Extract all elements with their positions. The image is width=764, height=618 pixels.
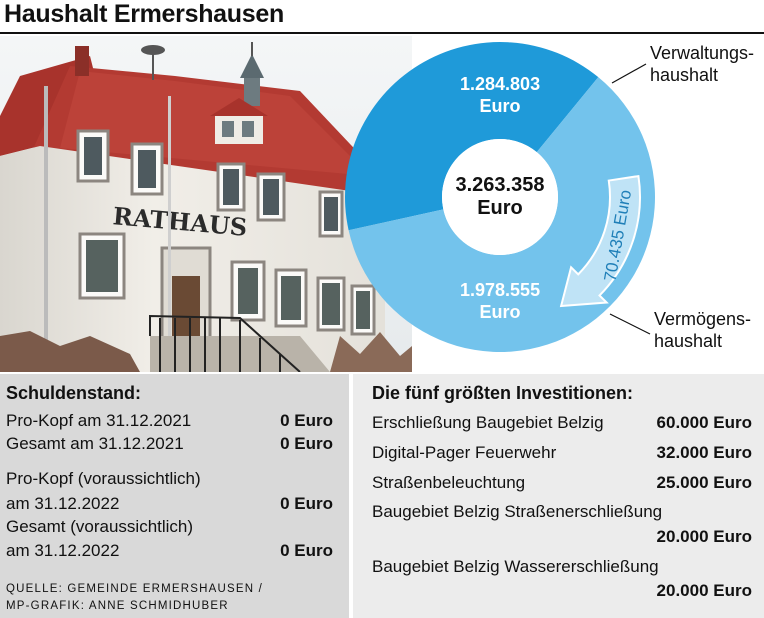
legend-leader-verwaltung	[611, 63, 647, 84]
title-divider	[0, 32, 764, 34]
donut-hole	[442, 139, 558, 255]
legend-vermoegen: Vermögens-haushalt	[654, 309, 752, 351]
debt-row-value: 0 Euro	[280, 411, 333, 430]
verwaltung-slice	[345, 41, 599, 231]
legend-verwaltung: Verwaltungs-haushalt	[650, 43, 755, 85]
debt-row-value: 0 Euro	[280, 541, 333, 560]
transfer-arrow	[559, 174, 641, 308]
investment-row-label: Straßenbeleuchtung	[372, 473, 526, 492]
investment-row-value: 60.000 Euro	[656, 413, 752, 432]
page-title: Haushalt Ermershausen	[4, 0, 284, 28]
debt-row-value: 0 Euro	[280, 494, 333, 513]
legend-leader-vermoegen	[609, 313, 651, 335]
investment-row-value: 32.000 Euro	[656, 443, 752, 462]
investment-row-label: Digital-Pager Feuerwehr	[372, 443, 557, 462]
investment-row-value: 20.000 Euro	[656, 581, 752, 600]
investments-heading: Die fünf größten Investitionen:	[372, 383, 633, 403]
investment-row-label: Baugebiet Belzig Wassererschließung	[372, 557, 659, 576]
verwaltung-value-label: 1.284.803 Euro	[460, 74, 541, 116]
source-line: QUELLE: GEMEINDE ERMERSHAUSEN /	[6, 583, 264, 595]
debt-row-value: 0 Euro	[280, 434, 333, 453]
debt-row-label: Gesamt am 31.12.2021	[6, 434, 184, 453]
debt-panel: Schuldenstand: Pro-Kopf am 31.12.2021 0 …	[0, 374, 349, 618]
budget-donut-chart: 70.435 Euro	[345, 41, 655, 352]
debt-row-label: Gesamt (voraussichtlich)	[6, 517, 194, 536]
debt-row-label-cont: am 31.12.2022	[6, 541, 120, 560]
investment-row-label: Baugebiet Belzig Straßenerschließung	[372, 502, 663, 521]
investments-panel: Die fünf größten Investitionen: Erschlie…	[353, 374, 764, 618]
rathaus-photo: RATHAUS	[0, 36, 412, 372]
total-value-label: 3.263.358 Euro	[455, 174, 545, 219]
debt-heading: Schuldenstand:	[6, 383, 142, 403]
vermoegen-value-label: 1.978.555 Euro	[460, 280, 541, 322]
credit-line: MP-GRAFIK: ANNE SCHMIDHUBER	[6, 600, 229, 612]
debt-row-label: Pro-Kopf (voraussichtlich)	[6, 469, 201, 488]
investment-row-value: 25.000 Euro	[656, 473, 752, 492]
debt-row-label: Pro-Kopf am 31.12.2021	[6, 411, 192, 430]
investment-row-label: Erschließung Baugebiet Belzig	[372, 413, 604, 432]
debt-row-label-cont: am 31.12.2022	[6, 494, 120, 513]
investment-row-value: 20.000 Euro	[656, 527, 752, 546]
